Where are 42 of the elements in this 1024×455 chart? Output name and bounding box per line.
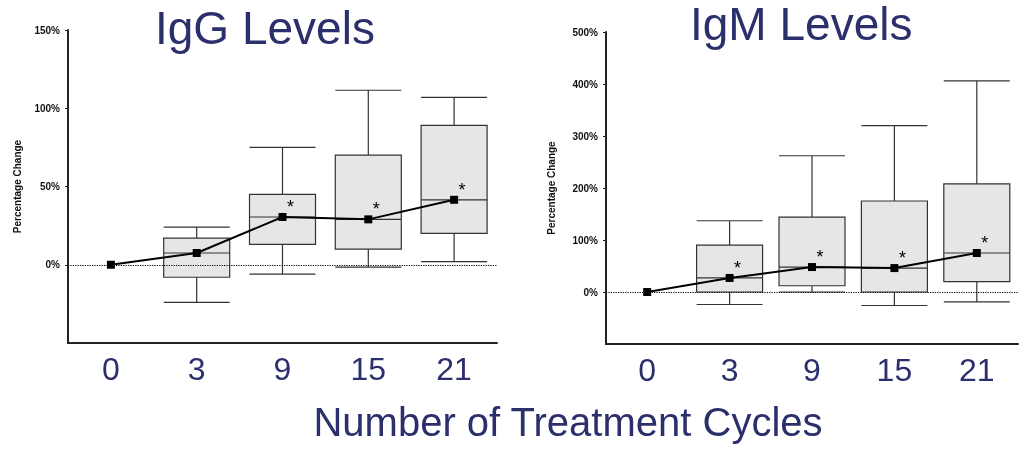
annotation: *: [981, 233, 989, 253]
chart-title: IgM Levels: [690, 0, 913, 50]
point: [364, 215, 373, 224]
point: [808, 263, 816, 272]
x-tick-label: 15: [876, 352, 913, 388]
point: [450, 195, 459, 204]
x-tick-label: 3: [187, 351, 206, 387]
x-tick-label: 0: [638, 352, 657, 388]
x-tick-label: 9: [273, 351, 292, 387]
y-tick-label: 200%: [572, 182, 599, 194]
x-tick-label: 15: [350, 351, 387, 387]
x-tick-label: 21: [959, 352, 995, 388]
y-tick-label: 0%: [45, 259, 61, 271]
annotation: *: [898, 248, 906, 269]
annotation: *: [372, 199, 380, 220]
y-tick-label: 50%: [39, 181, 61, 192]
annotation: *: [734, 257, 742, 278]
y-tick-label: 150%: [34, 24, 61, 36]
point: [106, 260, 115, 269]
x-tick-label: 21: [436, 351, 472, 387]
annotation: *: [286, 197, 295, 218]
y-tick-label: 300%: [572, 130, 599, 142]
annotation: *: [816, 247, 824, 268]
chart-title: IgG Levels: [155, 2, 375, 54]
point: [890, 264, 899, 273]
x-axis-title: Number of Treatment Cycles: [313, 400, 823, 445]
y-tick-label: 100%: [572, 234, 599, 246]
x-tick-label: 0: [102, 351, 120, 387]
y-tick-label: 100%: [34, 102, 61, 114]
y-axis-title: Percentage Change: [11, 139, 23, 234]
point: [192, 249, 201, 258]
point: [972, 249, 981, 257]
y-axis-title: Percentage Change: [545, 140, 557, 235]
y-tick-label: 400%: [572, 78, 599, 90]
point: [643, 288, 652, 296]
annotation: *: [458, 179, 466, 200]
x-tick-label: 3: [720, 352, 739, 388]
point: [278, 213, 287, 222]
y-tick-label: 500%: [572, 26, 599, 38]
y-tick-label: 0%: [583, 286, 599, 298]
x-tick-label: 9: [803, 352, 821, 388]
point: [725, 273, 734, 282]
